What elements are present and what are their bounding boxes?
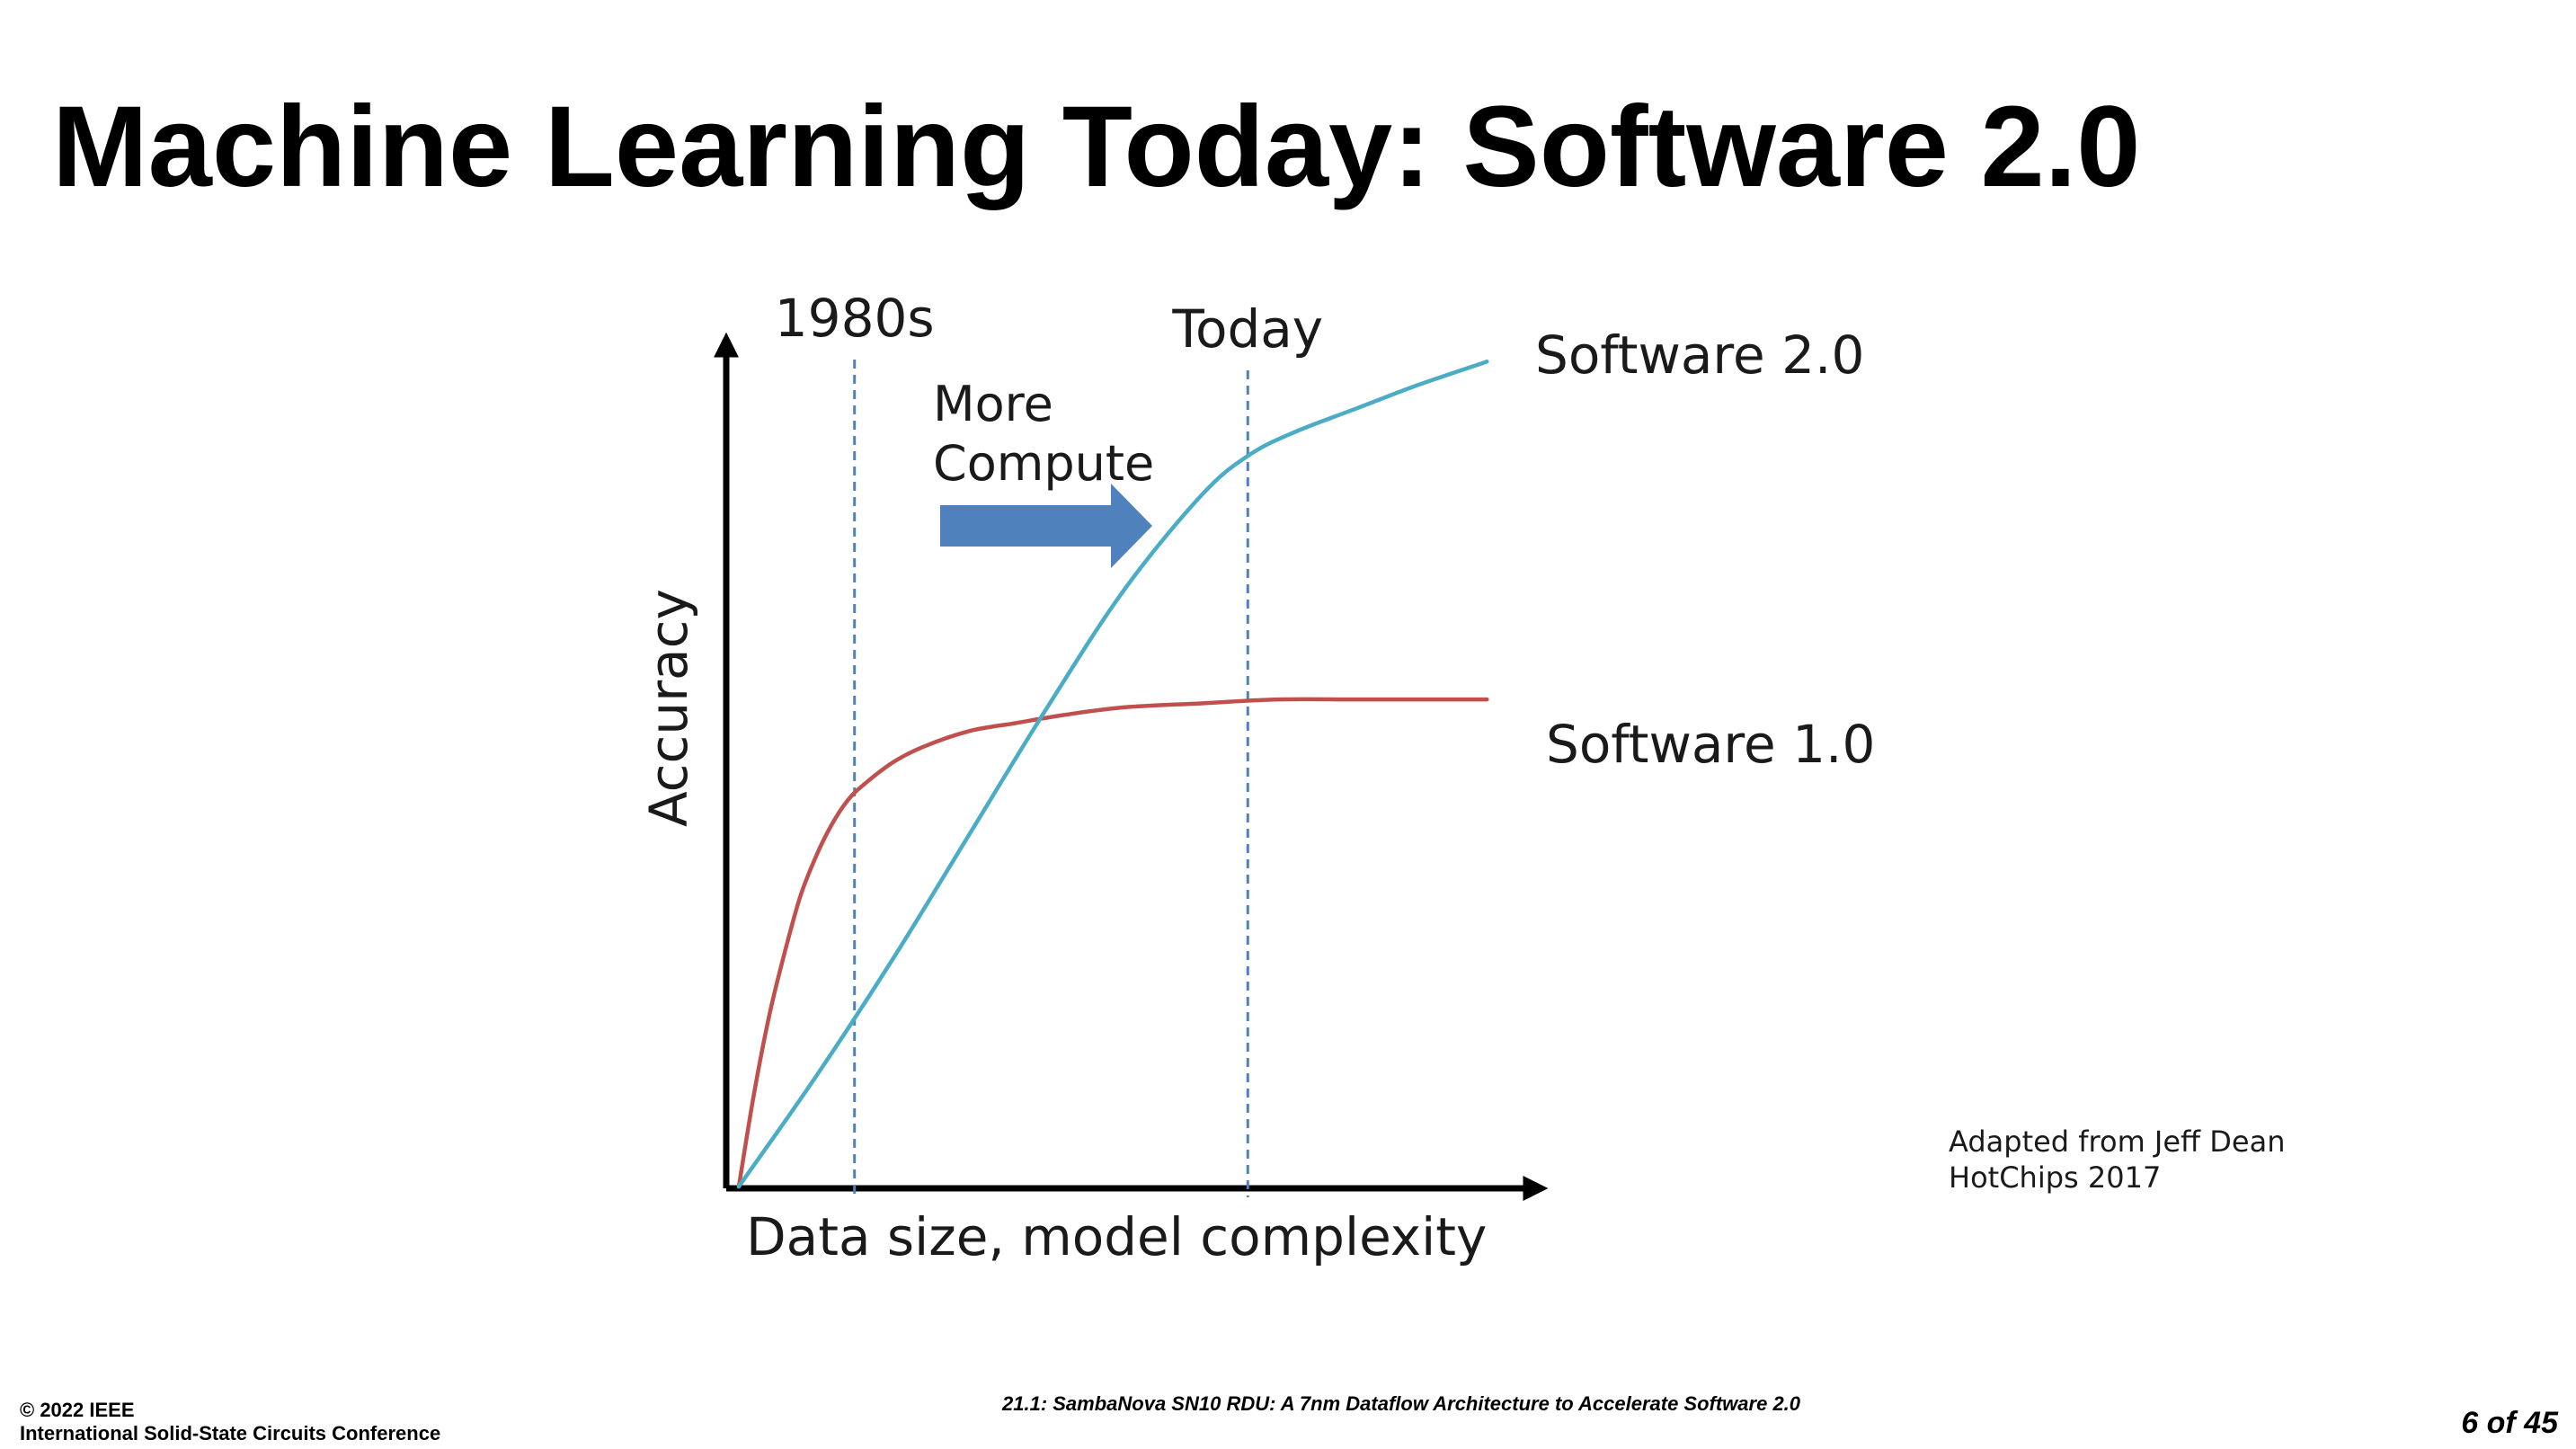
attribution: Adapted from Jeff Dean HotChips 2017	[1949, 1124, 2285, 1196]
page-number: 6 of 45	[2461, 1406, 2558, 1440]
series-label-software-1: Software 1.0	[1546, 714, 1875, 775]
era-markers: 1980s Today	[775, 288, 1323, 1197]
more-compute-arrow	[940, 484, 1152, 568]
copyright-text: © 2022 IEEE	[20, 1399, 135, 1421]
series-lines	[736, 360, 1489, 1189]
footer-left: © 2022 IEEE International Solid-State Ci…	[20, 1399, 440, 1445]
marker-label-1980s: 1980s	[775, 288, 935, 349]
slide-title: Machine Learning Today: Software 2.0	[52, 83, 2141, 211]
series-line-2	[736, 360, 1489, 1189]
attribution-line-2: HotChips 2017	[1949, 1160, 2162, 1195]
annotation-line-1: More	[933, 376, 1053, 432]
marker-label-today: Today	[1171, 298, 1323, 360]
x-axis-label: Data size, model complexity	[746, 1206, 1487, 1267]
series-line-1	[736, 697, 1489, 1189]
series-label-software-2: Software 2.0	[1535, 324, 1864, 386]
conference-name: International Solid-State Circuits Confe…	[20, 1422, 441, 1445]
annotation-line-2: Compute	[933, 435, 1154, 492]
y-axis-label: Accuracy	[638, 589, 699, 827]
paper-title: 21.1: SambaNova SN10 RDU: A 7nm Dataflow…	[1002, 1392, 1801, 1415]
attribution-line-1: Adapted from Jeff Dean	[1949, 1125, 2286, 1159]
